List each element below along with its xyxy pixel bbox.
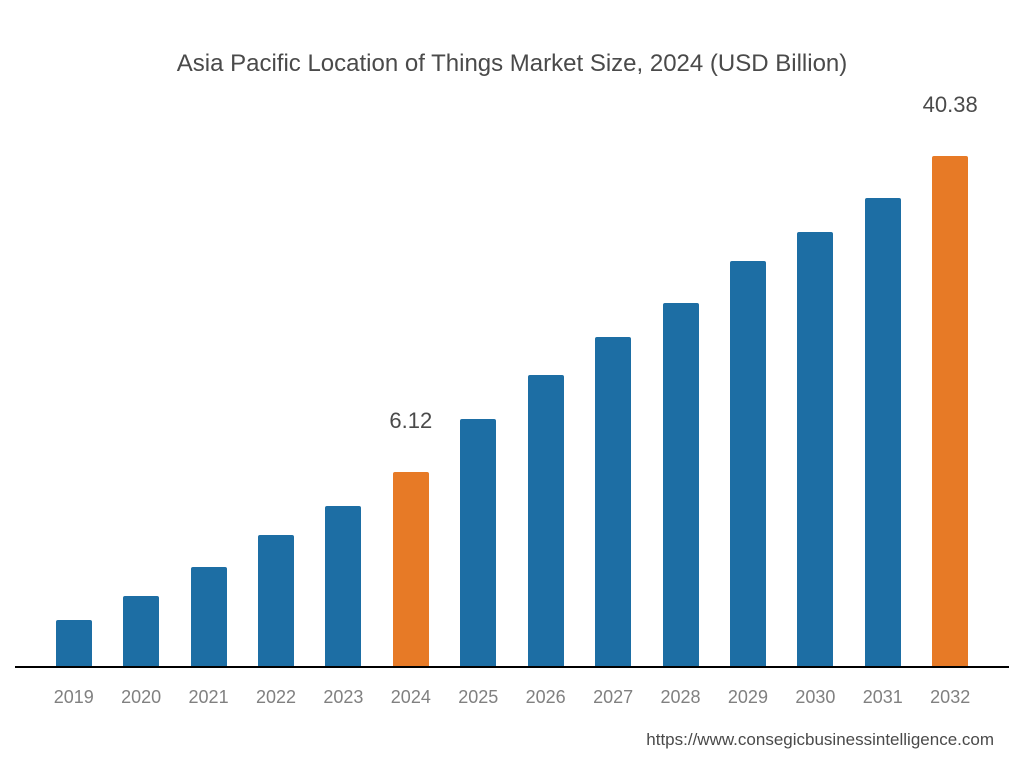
bar-slot <box>175 120 242 668</box>
bar <box>595 337 631 668</box>
x-axis-labels: 2019202020212022202320242025202620272028… <box>40 687 984 708</box>
bar <box>191 567 227 668</box>
x-axis-label: 2030 <box>782 687 849 708</box>
bar-slot <box>310 120 377 668</box>
bar <box>865 198 901 668</box>
bar-slot <box>849 120 916 668</box>
bar <box>56 620 92 668</box>
bar-slot <box>647 120 714 668</box>
bar-slot <box>579 120 646 668</box>
x-axis-label: 2024 <box>377 687 444 708</box>
bar-slot <box>242 120 309 668</box>
x-axis-label: 2028 <box>647 687 714 708</box>
source-url: https://www.consegicbusinessintelligence… <box>646 730 994 750</box>
bar <box>325 506 361 668</box>
bar-slot: 6.12 <box>377 120 444 668</box>
bar-container: 6.12 40.38 <box>40 120 984 668</box>
bar-slot: 40.38 <box>916 120 983 668</box>
bar-slot <box>512 120 579 668</box>
bar <box>123 596 159 668</box>
x-axis-label: 2029 <box>714 687 781 708</box>
bar <box>663 303 699 668</box>
bar <box>393 472 429 668</box>
x-axis-label: 2021 <box>175 687 242 708</box>
bar-slot <box>714 120 781 668</box>
plot-area: 6.12 40.38 <box>40 120 984 668</box>
x-axis-label: 2020 <box>107 687 174 708</box>
bar-slot <box>782 120 849 668</box>
x-axis-label: 2022 <box>242 687 309 708</box>
bar <box>932 156 968 668</box>
x-axis-label: 2026 <box>512 687 579 708</box>
x-axis-label: 2032 <box>916 687 983 708</box>
x-axis-line <box>15 666 1009 668</box>
x-axis-label: 2019 <box>40 687 107 708</box>
bar <box>258 535 294 668</box>
bar <box>528 375 564 668</box>
x-axis-label: 2027 <box>579 687 646 708</box>
x-axis-label: 2023 <box>310 687 377 708</box>
bar-slot <box>107 120 174 668</box>
bar <box>460 419 496 668</box>
chart-title: Asia Pacific Location of Things Market S… <box>0 50 1024 78</box>
bar-slot <box>445 120 512 668</box>
bar-slot <box>40 120 107 668</box>
bar <box>797 232 833 668</box>
bar-value-label: 40.38 <box>923 92 978 124</box>
bar-value-label: 6.12 <box>389 408 432 440</box>
market-size-chart: Asia Pacific Location of Things Market S… <box>0 0 1024 768</box>
x-axis-label: 2025 <box>445 687 512 708</box>
bar <box>730 261 766 668</box>
x-axis-label: 2031 <box>849 687 916 708</box>
